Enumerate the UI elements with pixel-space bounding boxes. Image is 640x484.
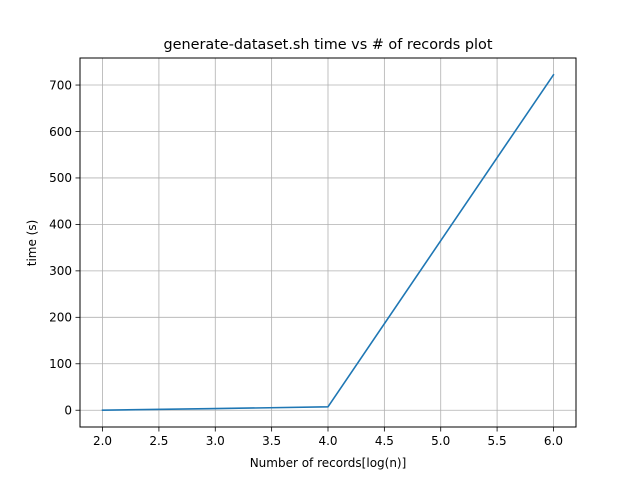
x-tick-label: 4.0 (318, 434, 337, 448)
x-axis-label: Number of records[log(n)] (250, 456, 407, 470)
x-tick-label: 5.0 (431, 434, 450, 448)
chart-title: generate-dataset.sh time vs # of records… (164, 37, 493, 53)
y-tick-label: 700 (49, 78, 72, 92)
x-tick-label: 2.5 (149, 434, 168, 448)
y-tick-label: 400 (49, 218, 72, 232)
y-axis-label: time (s) (25, 220, 39, 267)
x-tick-label: 6.0 (544, 434, 563, 448)
y-tick-label: 0 (64, 404, 72, 418)
y-tick-label: 500 (49, 171, 72, 185)
y-tick-label: 300 (49, 264, 72, 278)
y-tick-label: 200 (49, 311, 72, 325)
x-tick-label: 5.5 (488, 434, 507, 448)
x-tick-label: 3.5 (262, 434, 281, 448)
x-tick-label: 4.5 (375, 434, 394, 448)
y-tick-label: 600 (49, 125, 72, 139)
x-tick-label: 3.0 (206, 434, 225, 448)
y-tick-label: 100 (49, 357, 72, 371)
x-tick-label: 2.0 (93, 434, 112, 448)
